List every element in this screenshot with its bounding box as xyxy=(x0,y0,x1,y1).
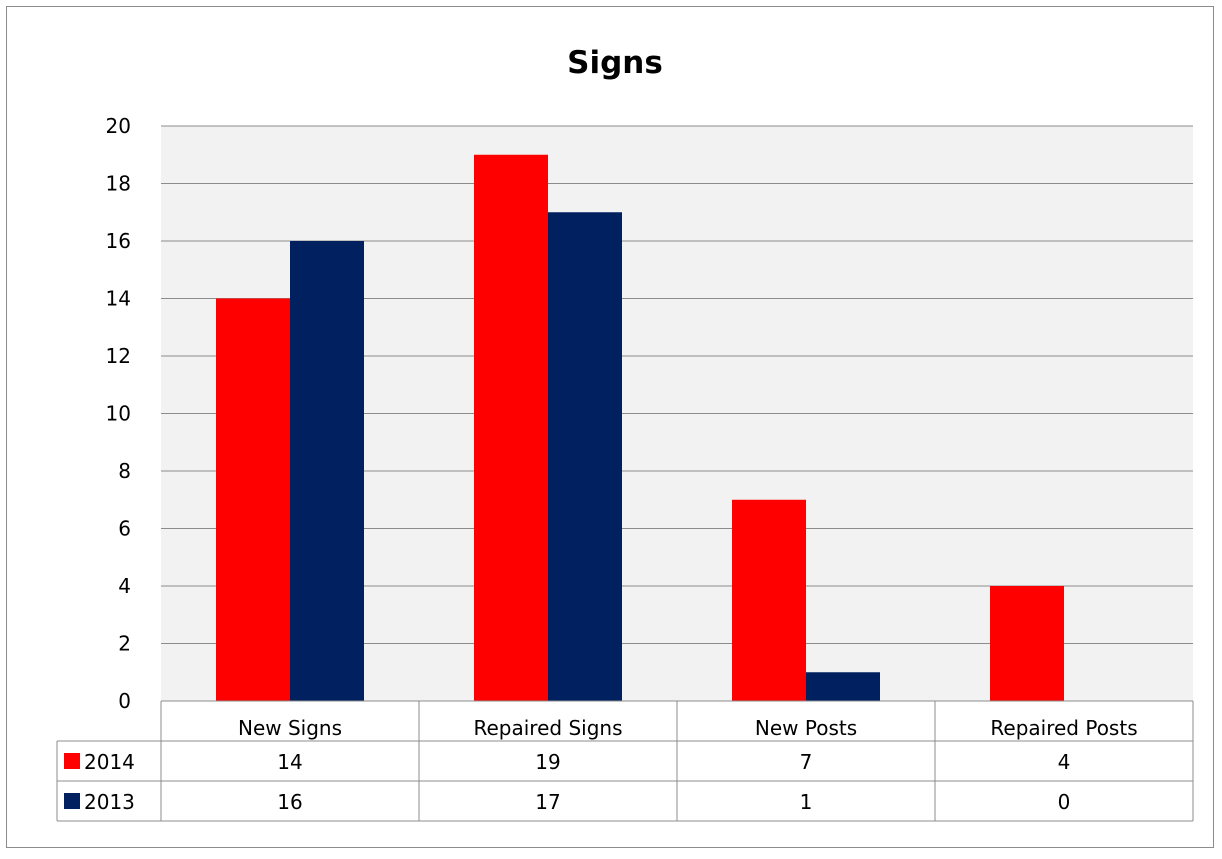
data-label: 19 xyxy=(535,750,560,774)
bar-2013 xyxy=(548,212,622,701)
bar-2014 xyxy=(216,298,290,701)
y-tick-label: 18 xyxy=(106,172,131,196)
data-table: New Signs Repaired Signs New Posts Repaired… xyxy=(56,700,1194,822)
y-tick-label: 0 xyxy=(118,689,131,713)
bar-2014 xyxy=(732,499,806,701)
legend-label: 2014 xyxy=(84,750,135,774)
y-tick-label: 2 xyxy=(118,632,131,656)
legend-swatch-2013 xyxy=(64,793,80,809)
y-tick-label: 14 xyxy=(106,287,131,311)
chart-title: Signs xyxy=(567,45,663,81)
y-tick-label: 8 xyxy=(118,459,131,483)
y-tick-label: 6 xyxy=(118,517,131,541)
chart-frame: Signs 0 2 4 6 8 10 12 14 16 18 20 New Signs Repaire… xyxy=(6,6,1214,848)
bar-2013 xyxy=(806,672,880,701)
legend-label: 2013 xyxy=(84,790,135,814)
x-tick-label: New Signs xyxy=(238,716,342,740)
data-label: 7 xyxy=(800,750,813,774)
bar-2014 xyxy=(474,154,548,701)
plot-area: 0 2 4 6 8 10 12 14 16 18 20 xyxy=(106,114,1193,713)
x-tick-label: Repaired Posts xyxy=(990,716,1137,740)
x-tick-label: Repaired Signs xyxy=(474,716,623,740)
y-tick-label: 20 xyxy=(106,114,131,138)
y-tick-label: 10 xyxy=(106,402,131,426)
data-label: 4 xyxy=(1058,750,1071,774)
y-tick-label: 12 xyxy=(106,344,131,368)
data-label: 17 xyxy=(535,790,560,814)
x-tick-label: New Posts xyxy=(755,716,857,740)
data-label: 16 xyxy=(277,790,302,814)
y-tick-label: 4 xyxy=(118,574,131,598)
legend-swatch-2014 xyxy=(64,753,80,769)
data-label: 0 xyxy=(1058,790,1071,814)
y-tick-label: 16 xyxy=(106,229,131,253)
data-label: 1 xyxy=(800,790,813,814)
bar-2014 xyxy=(990,586,1064,701)
bar-2013 xyxy=(290,241,364,701)
data-label: 14 xyxy=(277,750,302,774)
